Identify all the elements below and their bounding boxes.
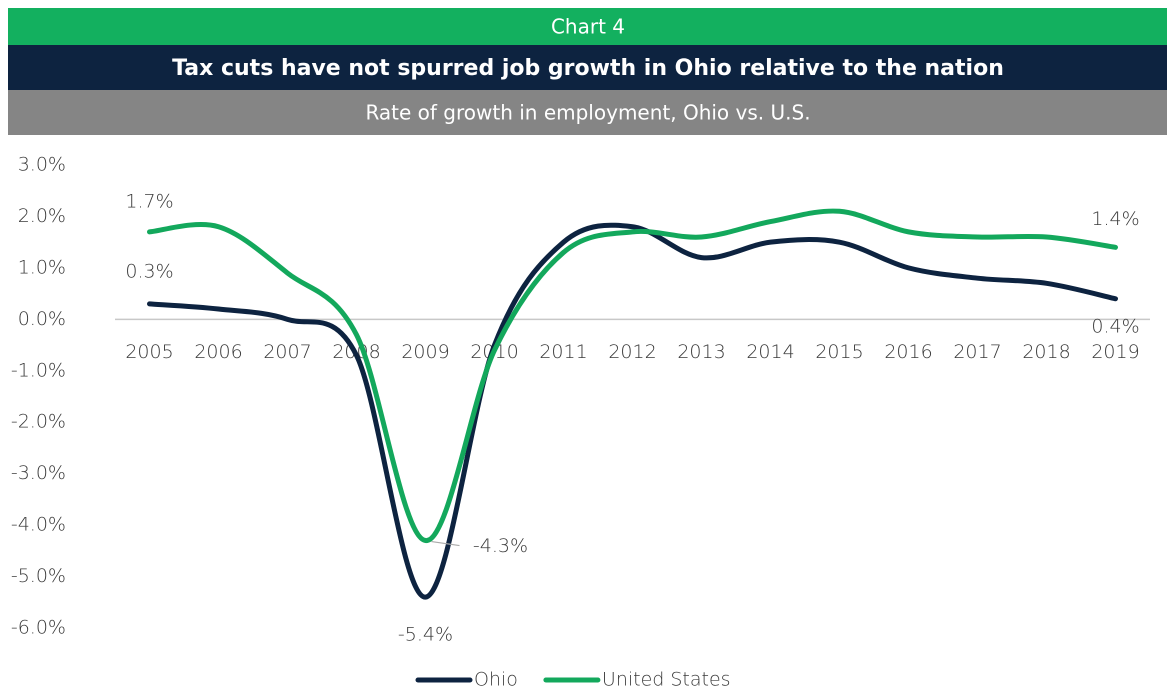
y-tick-label: 3.0% <box>18 154 66 176</box>
data-label: 0.3% <box>125 260 173 282</box>
x-tick-label: 2014 <box>746 341 794 363</box>
y-tick-label: -6.0% <box>11 617 66 639</box>
y-tick-label: -4.0% <box>11 514 66 536</box>
legend-label: Ohio <box>474 669 518 691</box>
x-tick-label: 2005 <box>125 341 173 363</box>
x-tick-label: 2007 <box>263 341 311 363</box>
x-tick-label: 2019 <box>1091 341 1139 363</box>
y-tick-label: 0.0% <box>18 308 66 330</box>
title-bar <box>8 45 1167 90</box>
y-tick-label: -5.0% <box>11 565 66 587</box>
x-tick-label: 2015 <box>815 341 863 363</box>
chart-label: Chart 4 <box>551 15 625 39</box>
data-label: -5.4% <box>398 624 453 646</box>
series-line <box>147 222 1118 600</box>
leader-line <box>431 540 460 547</box>
data-label: 0.4% <box>1091 315 1139 337</box>
series-line <box>147 208 1118 544</box>
y-tick-label: -2.0% <box>11 411 66 433</box>
data-label: -4.3% <box>473 535 528 557</box>
chart-subtitle: Rate of growth in employment, Ohio vs. U… <box>365 101 810 125</box>
chart-title: Tax cuts have not spurred job growth in … <box>172 56 1004 81</box>
data-label: 1.7% <box>125 190 173 212</box>
legend-label: United States <box>602 669 731 691</box>
x-tick-label: 2017 <box>953 341 1001 363</box>
y-tick-label: 1.0% <box>18 256 66 278</box>
x-tick-label: 2011 <box>539 341 587 363</box>
y-tick-label: -3.0% <box>11 462 66 484</box>
label-bar <box>8 8 1167 45</box>
x-tick-label: 2012 <box>608 341 656 363</box>
x-tick-label: 2009 <box>401 341 449 363</box>
x-tick-label: 2018 <box>1022 341 1070 363</box>
data-label: 1.4% <box>1091 208 1139 230</box>
x-tick-label: 2013 <box>677 341 725 363</box>
y-tick-label: -1.0% <box>11 359 66 381</box>
x-tick-label: 2006 <box>194 341 242 363</box>
x-tick-label: 2016 <box>884 341 932 363</box>
subtitle-bar <box>8 90 1167 135</box>
y-tick-label: 2.0% <box>18 205 66 227</box>
